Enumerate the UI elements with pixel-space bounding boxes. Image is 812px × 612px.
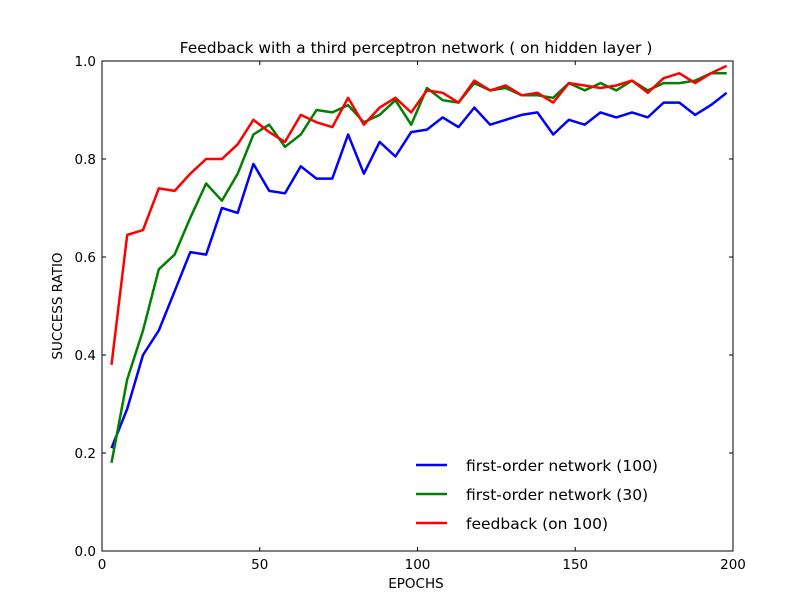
y-tick-label: 0.2: [75, 446, 96, 462]
x-tick-label: 150: [562, 557, 588, 573]
legend-label-3: feedback (on 100): [466, 515, 608, 533]
y-tick-label: 0.6: [75, 250, 96, 266]
y-tick-label: 1.0: [75, 54, 96, 70]
x-tick-label: 200: [720, 557, 746, 573]
x-tick-label: 0: [98, 557, 107, 573]
x-tick-label: 100: [405, 557, 431, 573]
axis-ticks: 0 50 100 150 200 0.0 0.2 0.4 0.6 0.8 1.0: [75, 54, 746, 573]
legend: first-order network (100) first-order net…: [416, 457, 658, 533]
y-tick-label: 0.4: [75, 348, 96, 364]
y-tick-label: 0.8: [75, 152, 96, 168]
chart-title: Feedback with a third perceptron network…: [180, 39, 653, 57]
series-line-1: [110, 91, 728, 449]
series-line-2: [110, 72, 727, 464]
y-axis-label: SUCCESS RATIO: [50, 252, 66, 359]
series-line-3: [110, 64, 728, 365]
plot-frame: [101, 60, 734, 552]
legend-label-1: first-order network (100): [466, 457, 658, 475]
legend-label-2: first-order network (30): [466, 486, 648, 504]
x-axis-label: EPOCHS: [388, 576, 443, 592]
y-tick-label: 0.0: [75, 544, 96, 560]
series-layer: [110, 64, 728, 464]
x-tick-label: 50: [251, 557, 268, 573]
